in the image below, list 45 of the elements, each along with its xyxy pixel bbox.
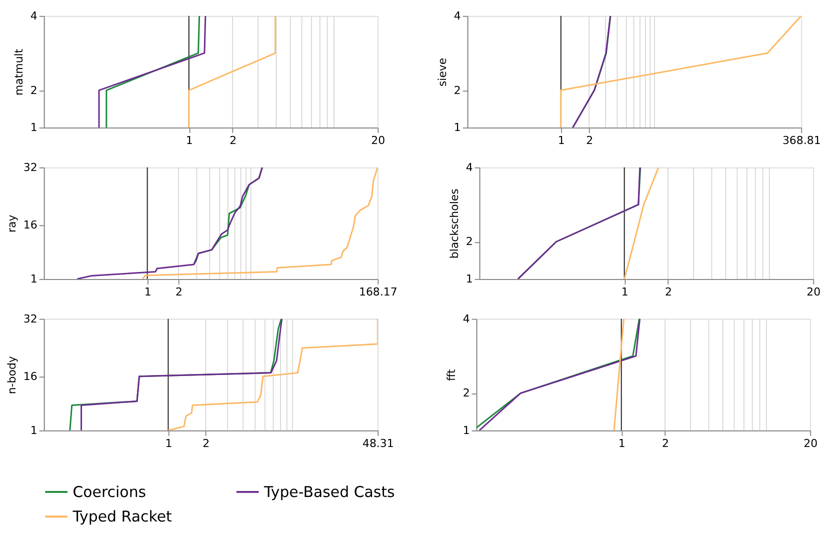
y-tick-label: 4 [466, 160, 473, 174]
y-axis-title: fft [444, 368, 458, 382]
legend-label: Coercions [72, 482, 146, 501]
x-tick-label: 168.17 [358, 285, 398, 298]
x-tick-label: 20 [806, 285, 821, 298]
y-tick-label: 32 [23, 160, 38, 174]
x-tick-label: 2 [662, 436, 670, 450]
y-tick-label: 16 [23, 218, 38, 232]
y-tick-label: 1 [466, 272, 473, 286]
y-axis-title: blackscholes [448, 188, 461, 259]
x-tick-label: 2 [230, 134, 237, 147]
x-tick-label: 2 [202, 436, 210, 450]
y-tick-label: 1 [462, 424, 470, 437]
y-axis-title: matmult [12, 48, 26, 96]
x-tick-label: 2 [586, 134, 594, 147]
x-tick-label: 20 [371, 134, 386, 147]
x-tick-label: 368.81 [782, 134, 821, 147]
x-tick-label: 1 [558, 134, 565, 147]
y-tick-label: 1 [30, 272, 38, 286]
x-tick-label: 48.31 [362, 436, 394, 450]
y-tick-label: 32 [23, 312, 38, 326]
x-tick-label: 2 [665, 285, 672, 298]
y-tick-label: 1 [454, 120, 461, 134]
y-tick-label: 16 [23, 370, 38, 383]
y-axis-title: sieve [436, 58, 449, 87]
x-tick-label: 2 [175, 285, 182, 298]
x-tick-label: 1 [165, 436, 172, 450]
y-axis-title: ray [5, 214, 18, 232]
y-tick-label: 2 [30, 84, 38, 97]
y-tick-label: 2 [462, 386, 470, 400]
y-tick-label: 1 [30, 120, 38, 134]
y-tick-label: 1 [30, 424, 38, 437]
x-tick-label: 1 [186, 134, 193, 147]
x-tick-label: 1 [618, 436, 626, 450]
legend-label: Typed Racket [72, 508, 172, 526]
y-tick-label: 4 [454, 9, 461, 22]
y-tick-label: 4 [462, 312, 470, 326]
x-tick-label: 20 [804, 436, 818, 450]
y-tick-label: 4 [30, 9, 38, 22]
y-axis-title: n-body [5, 356, 18, 394]
y-tick-label: 2 [466, 235, 473, 248]
x-tick-label: 1 [144, 285, 152, 298]
x-tick-label: 1 [621, 285, 628, 298]
y-tick-label: 2 [454, 84, 461, 97]
legend-label: Type-Based Casts [263, 482, 396, 501]
